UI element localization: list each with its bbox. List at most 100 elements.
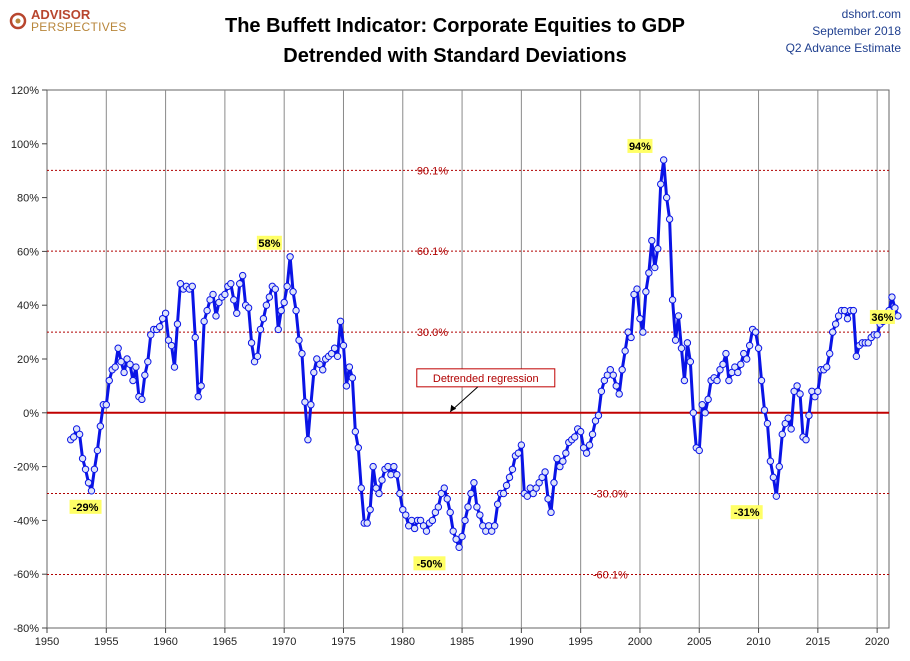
data-point <box>559 457 567 465</box>
data-point <box>576 427 585 436</box>
y-tick-label: -40% <box>13 515 39 527</box>
data-point <box>680 376 689 385</box>
data-point <box>289 288 297 296</box>
x-tick-label: 1970 <box>272 636 296 648</box>
y-tick-label: 20% <box>17 354 39 366</box>
x-tick-label: 1955 <box>94 636 118 648</box>
data-point <box>227 279 235 288</box>
x-tick-label: 1975 <box>331 636 355 648</box>
annotations: -29% 58% -50% 94% -31% 36% <box>69 138 895 571</box>
data-point <box>111 363 119 371</box>
data-point <box>262 301 271 309</box>
data-point <box>114 344 122 352</box>
data-point <box>132 363 140 371</box>
data-point <box>197 382 205 390</box>
sd-line-label: -60.1% <box>593 569 628 581</box>
data-point <box>636 314 644 323</box>
data-point <box>648 236 656 245</box>
data-point <box>144 357 152 366</box>
data-point <box>129 376 137 385</box>
data-point <box>562 449 570 457</box>
data-point <box>609 371 617 379</box>
data-point <box>597 387 606 395</box>
data-point <box>378 476 386 484</box>
annotation-bg <box>730 505 763 520</box>
data-point <box>778 430 786 439</box>
data-point <box>236 279 244 288</box>
annotation-label: -50% <box>417 558 443 570</box>
x-tick-label: 1980 <box>391 636 415 648</box>
data-point <box>553 454 561 463</box>
data-point <box>277 306 285 315</box>
x-tick-label: 1960 <box>153 636 177 648</box>
data-point <box>357 484 365 492</box>
data-point <box>155 323 164 331</box>
data-point <box>775 462 784 471</box>
data-point <box>754 344 763 352</box>
data-point <box>161 309 170 317</box>
data-point <box>802 436 810 444</box>
chart-subtitle: Detrended with Standard Deviations <box>283 45 626 67</box>
data-point <box>689 409 698 417</box>
data-point <box>304 436 312 444</box>
data-point <box>677 344 686 352</box>
data-point <box>585 441 594 449</box>
data-point <box>209 290 217 299</box>
data-point <box>814 387 822 395</box>
data-point <box>502 481 511 490</box>
data-point <box>188 282 196 291</box>
data-point <box>615 390 623 398</box>
x-tick-label: 2015 <box>806 636 830 648</box>
data-point <box>78 454 87 463</box>
y-tick-label: 100% <box>11 139 39 151</box>
data-point <box>455 543 463 551</box>
regression-label-box <box>416 368 556 388</box>
data-point <box>286 253 294 261</box>
x-tick-label: 1990 <box>509 636 533 648</box>
data-point <box>307 401 315 409</box>
data-point <box>668 296 677 304</box>
data-point <box>796 390 804 398</box>
data-point <box>828 328 837 336</box>
y-tick-label: -20% <box>13 462 39 474</box>
data-point <box>657 180 665 188</box>
annotation-bg <box>69 499 102 514</box>
data-point <box>141 371 149 379</box>
data-point <box>393 470 401 479</box>
data-point <box>713 376 721 385</box>
data-point <box>422 527 431 535</box>
data-point <box>517 441 526 449</box>
data-point <box>402 511 410 519</box>
data-point <box>508 465 517 473</box>
data-point <box>674 312 683 320</box>
data-point <box>363 519 371 527</box>
data-point <box>826 349 834 358</box>
data-point <box>301 398 309 406</box>
data-point <box>719 360 727 369</box>
x-tick-label: 2010 <box>746 636 770 648</box>
data-point <box>659 156 668 164</box>
data-point <box>891 304 899 312</box>
data-point <box>745 341 754 350</box>
data-point <box>449 527 457 535</box>
data-point <box>452 535 460 543</box>
data-point <box>396 489 404 498</box>
data-point <box>319 366 327 374</box>
data-point <box>831 320 840 328</box>
data-point <box>621 347 629 355</box>
data-point <box>90 465 99 473</box>
data-point <box>191 333 199 342</box>
data-point <box>547 508 555 517</box>
data-point <box>458 532 466 541</box>
logo-mark-dot <box>15 18 21 24</box>
data-point <box>722 349 730 358</box>
logo-line2: PERSPECTIVES <box>31 20 127 34</box>
data-point <box>167 341 176 350</box>
data-point <box>271 285 279 293</box>
data-point <box>473 503 481 511</box>
data-point <box>470 479 478 487</box>
data-point <box>645 269 653 277</box>
data-point <box>221 290 229 299</box>
data-point <box>571 433 579 441</box>
